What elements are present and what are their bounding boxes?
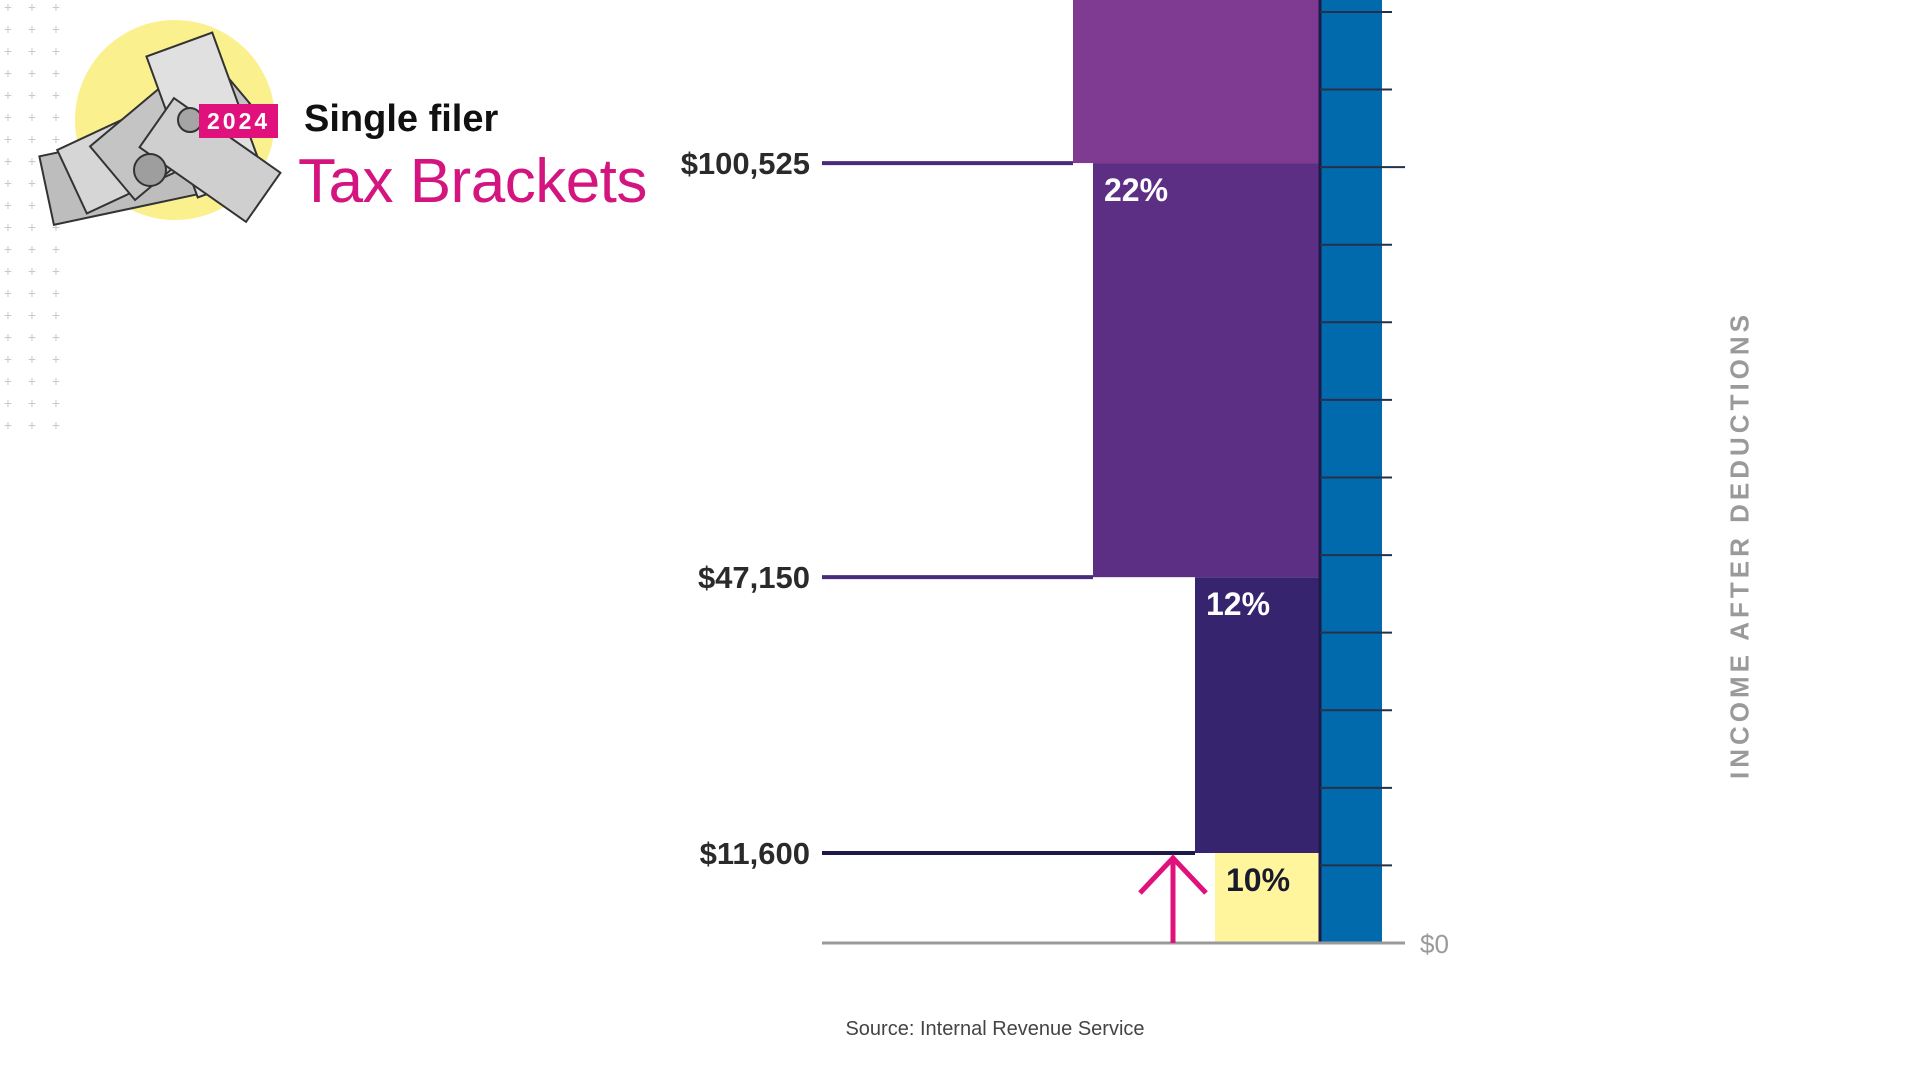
- bracket-bar: [1073, 0, 1320, 164]
- chart-title: Tax Brackets: [298, 147, 647, 216]
- zero-tick-label: $0: [1420, 929, 1449, 959]
- dot-mark: +: [4, 131, 12, 147]
- dot-mark: +: [52, 109, 60, 125]
- dot-mark: +: [4, 21, 12, 37]
- dot-mark: +: [28, 87, 36, 103]
- dot-mark: +: [4, 43, 12, 59]
- dot-mark: +: [28, 175, 36, 191]
- dot-mark: +: [52, 131, 60, 147]
- bracket-rate-label: 22%: [1104, 172, 1168, 208]
- dot-mark: +: [28, 329, 36, 345]
- source-note: Source: Internal Revenue Service: [845, 1018, 1145, 1040]
- dot-mark: +: [52, 417, 60, 433]
- dot-mark: +: [28, 241, 36, 257]
- dot-mark: +: [4, 153, 12, 169]
- dot-mark: +: [4, 0, 12, 15]
- dot-mark: +: [52, 219, 60, 235]
- dot-mark: +: [4, 263, 12, 279]
- dot-mark: +: [52, 285, 60, 301]
- bracket-bar: [1093, 163, 1320, 578]
- bracket-rate-label: 10%: [1226, 862, 1290, 898]
- dot-mark: +: [28, 131, 36, 147]
- dot-mark: +: [4, 197, 12, 213]
- dot-mark: +: [28, 373, 36, 389]
- dot-mark: +: [4, 241, 12, 257]
- dot-mark: +: [4, 329, 12, 345]
- bracket-bar: [1215, 853, 1320, 943]
- chart-subtitle: Single filer: [304, 98, 499, 140]
- dot-mark: +: [4, 395, 12, 411]
- dot-mark: +: [4, 285, 12, 301]
- dot-mark: +: [28, 219, 36, 235]
- dot-mark: +: [52, 65, 60, 81]
- dot-mark: +: [28, 0, 36, 15]
- bracket-rate-label: 12%: [1206, 586, 1270, 622]
- dot-mark: +: [28, 21, 36, 37]
- dot-mark: +: [28, 43, 36, 59]
- dot-mark: +: [52, 395, 60, 411]
- bracket-bar: [1195, 577, 1320, 853]
- dot-mark: +: [52, 241, 60, 257]
- dot-mark: +: [28, 197, 36, 213]
- dot-mark: +: [52, 373, 60, 389]
- dot-mark: +: [28, 109, 36, 125]
- dot-mark: +: [28, 285, 36, 301]
- y-axis-title: INCOME AFTER DEDUCTIONS: [1724, 310, 1755, 780]
- dot-mark: +: [28, 263, 36, 279]
- dot-mark: +: [52, 263, 60, 279]
- dot-mark: +: [28, 307, 36, 323]
- threshold-label: $11,600: [700, 836, 810, 871]
- dot-mark: +: [52, 21, 60, 37]
- dot-mark: +: [28, 417, 36, 433]
- year-badge: 2024: [199, 104, 279, 138]
- dot-mark: +: [4, 175, 12, 191]
- threshold-label: $100,525: [681, 146, 810, 181]
- dot-mark: +: [4, 109, 12, 125]
- dot-mark: +: [28, 395, 36, 411]
- income-column: [1320, 0, 1382, 943]
- dot-mark: +: [28, 65, 36, 81]
- dot-mark: +: [52, 43, 60, 59]
- dot-mark: +: [52, 87, 60, 103]
- dot-mark: +: [4, 219, 12, 235]
- dot-mark: +: [4, 373, 12, 389]
- dot-mark: +: [4, 65, 12, 81]
- dot-mark: +: [52, 0, 60, 15]
- dot-mark: +: [4, 417, 12, 433]
- dot-mark: +: [28, 153, 36, 169]
- decorative-dot-pattern: + + + + + + + + + + + + + + + + + + + + + + + + + + + + + + + + + + + + + + + +…: [4, 0, 60, 433]
- threshold-label: $47,150: [698, 560, 810, 595]
- dot-mark: +: [28, 351, 36, 367]
- dot-mark: +: [4, 351, 12, 367]
- dot-mark: +: [52, 307, 60, 323]
- dot-mark: +: [52, 329, 60, 345]
- dot-mark: +: [4, 87, 12, 103]
- dot-mark: +: [4, 307, 12, 323]
- dot-mark: +: [52, 351, 60, 367]
- up-arrow-head: [1138, 854, 1208, 895]
